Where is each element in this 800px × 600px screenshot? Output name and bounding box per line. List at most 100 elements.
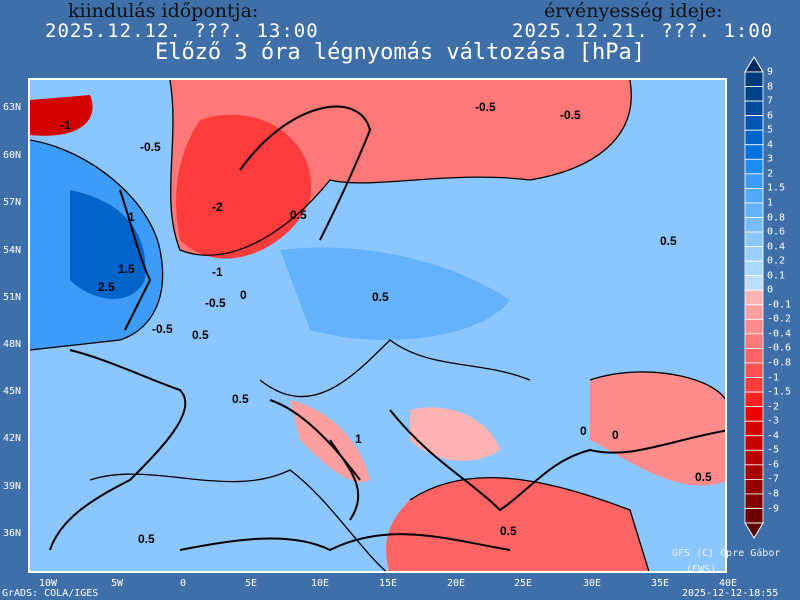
lon-label: 40E	[718, 578, 738, 589]
lon-label: 10W	[38, 578, 58, 589]
colorbar-swatch	[744, 246, 764, 262]
timestamp: 2025-12-12-18:55	[682, 588, 779, 599]
colorbar-label: -3	[767, 415, 780, 427]
colorbar-swatch	[744, 420, 764, 437]
contour-label: 2.5	[98, 280, 115, 294]
light-zone-central	[280, 247, 510, 340]
colorbar-label: -2	[767, 401, 780, 413]
contour-label: 0	[612, 428, 619, 442]
lat-label: 48N	[3, 339, 22, 350]
contour-label: 0	[580, 424, 587, 438]
colorbar-swatch	[744, 377, 764, 393]
colorbar-label: 7	[767, 95, 774, 107]
colorbar-label: -0.1	[767, 299, 792, 311]
colorbar-swatch	[744, 406, 764, 422]
colorbar-swatch	[744, 449, 764, 466]
contour-label: 0.5	[695, 470, 712, 484]
colorbar-swatch	[744, 129, 764, 146]
colorbar-label: -7	[767, 473, 780, 485]
colorbar-label: 1.5	[767, 182, 786, 194]
colorbar-swatch	[744, 260, 764, 277]
lon-label: 5W	[110, 578, 124, 589]
contour-label: 0.5	[372, 290, 389, 304]
colorbar-swatch	[744, 86, 764, 102]
lon-label: 0	[179, 578, 187, 589]
colorbar-swatch	[744, 71, 764, 87]
lat-label: 60N	[3, 150, 22, 161]
colorbar-swatch	[744, 187, 764, 204]
lon-label: 5E	[244, 578, 258, 589]
contour-label: 0.5	[232, 392, 249, 406]
lat-label: 42N	[3, 433, 22, 444]
colorbar-label: -6	[767, 459, 780, 471]
contour-label: -0.5	[475, 100, 496, 114]
colorbar-swatch	[744, 362, 764, 378]
contour-label: 1.5	[118, 262, 135, 276]
colorbar-swatch	[744, 391, 764, 408]
colorbar-label: -8	[767, 488, 780, 500]
colorbar-swatch	[744, 348, 764, 364]
valid-time-label: érvényesség ideje:	[544, 0, 723, 22]
red-zone-east	[590, 371, 725, 486]
colorbar-label: 9	[767, 66, 774, 78]
colorbar-swatch	[744, 464, 764, 480]
contour-label: 0.5	[138, 532, 155, 546]
colorbar-label: 4	[767, 139, 774, 151]
colorbar-swatch	[744, 478, 764, 495]
map-field	[30, 80, 725, 571]
contour-label: 0.5	[660, 234, 677, 248]
lat-label: 54N	[3, 245, 22, 256]
colorbar-swatch	[744, 435, 764, 451]
colorbar-label: 0.4	[767, 241, 786, 253]
contour-label: 0	[240, 288, 247, 302]
colorbar-label: 1	[767, 197, 774, 209]
colorbar-label: 0.6	[767, 226, 786, 238]
colorbar-swatch	[744, 158, 764, 175]
colorbar	[744, 56, 764, 540]
colorbar-swatch	[744, 318, 764, 335]
contour-label: -1	[60, 118, 71, 132]
lon-label: 15E	[378, 578, 398, 589]
colorbar-swatch	[744, 275, 764, 291]
lon-label: 25E	[513, 578, 533, 589]
colorbar-label: 2	[767, 168, 774, 180]
colorbar-swatch	[744, 493, 764, 509]
lat-label: 39N	[3, 481, 22, 492]
red-zone-southeast	[386, 477, 649, 571]
contour-label: 1	[355, 432, 362, 446]
init-time-label: kiindulás időpontja:	[68, 0, 259, 22]
colorbar-label: -4	[767, 430, 780, 442]
grads-credit: GrADS: COLA/IGES	[2, 588, 99, 599]
pink-zone-balkan	[410, 407, 500, 461]
colorbar-swatch	[744, 144, 764, 160]
colorbar-label: 0.8	[767, 212, 786, 223]
colorbar-swatch	[744, 508, 764, 524]
colorbar-label: 8	[767, 81, 774, 93]
contour-label: -1	[212, 265, 223, 279]
red-zone-core	[176, 114, 312, 259]
colorbar-label: 6	[767, 110, 774, 122]
coastlines	[49, 105, 725, 552]
colorbar-label: -0.8	[767, 357, 792, 369]
colorbar-label: -0.2	[767, 313, 792, 325]
colorbar-swatch	[744, 202, 764, 218]
contour-label: -2	[212, 200, 223, 214]
contour-label: -0.5	[152, 322, 173, 336]
lat-label: 36N	[3, 528, 22, 539]
colorbar-label: 0.2	[767, 255, 786, 267]
credit-ews: (EWS)	[686, 564, 717, 575]
colorbar-label: -5	[767, 444, 780, 456]
colorbar-swatch	[744, 173, 764, 189]
colorbar-swatch	[744, 217, 764, 233]
colorbar-label: -9	[767, 503, 780, 514]
colorbar-label: 0.1	[767, 270, 786, 282]
lat-label: 45N	[3, 386, 22, 397]
credit-text: GFS (C) Ópre Gábor	[672, 548, 781, 559]
colorbar-label: -1	[767, 372, 780, 384]
colorbar-swatch	[744, 100, 764, 117]
map-title: Előző 3 óra légnyomás változása [hPa]	[154, 40, 646, 65]
lon-label: 10E	[310, 578, 330, 589]
colorbar-bottom-triangle	[744, 522, 764, 540]
colorbar-label: 3	[767, 153, 774, 165]
colorbar-label: 5	[767, 124, 774, 136]
